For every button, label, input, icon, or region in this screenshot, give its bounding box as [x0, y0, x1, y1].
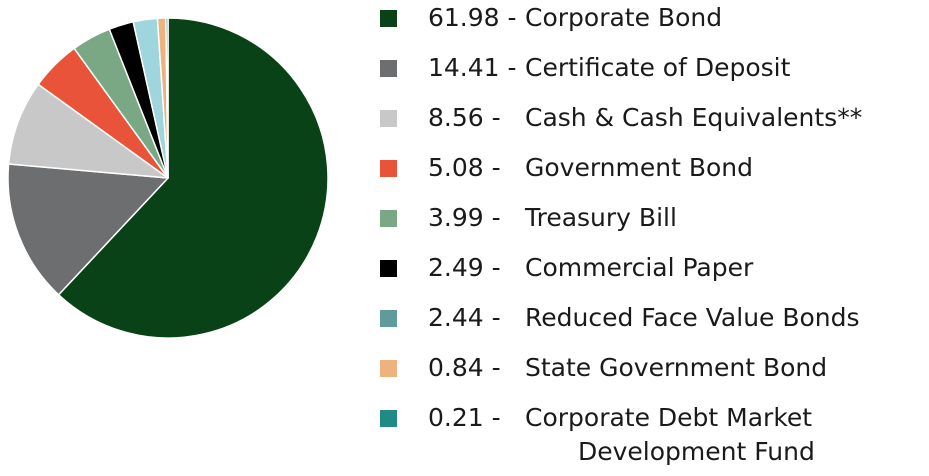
legend-value: 2.44 - — [428, 303, 501, 332]
legend-value: 2.49 - — [428, 253, 501, 282]
legend-label: Certificate of Deposit — [525, 53, 791, 82]
legend-label: Commercial Paper — [525, 253, 754, 282]
legend-label: Corporate Debt Market — [525, 403, 813, 432]
legend-value: 5.08 - — [428, 153, 501, 182]
legend-value: 0.21 - — [428, 403, 501, 432]
legend-value: 14.41 - — [428, 53, 517, 82]
legend-swatch — [380, 160, 397, 177]
legend-label: Treasury Bill — [525, 203, 677, 232]
legend-value: 61.98 - — [428, 3, 517, 32]
legend-value: 3.99 - — [428, 203, 501, 232]
legend-label: Corporate Bond — [525, 3, 723, 32]
legend-swatch — [380, 210, 397, 227]
pie-chart — [7, 17, 329, 339]
legend-swatch — [380, 410, 397, 427]
legend: 61.98 - Corporate Bond 14.41 - Certificate … — [380, 0, 929, 476]
legend-swatch — [380, 360, 397, 377]
legend-swatch — [380, 260, 397, 277]
legend-swatch — [380, 110, 397, 127]
legend-label: Cash & Cash Equivalents** — [525, 103, 863, 132]
legend-label: Reduced Face Value Bonds — [525, 303, 860, 332]
pie-slice — [7, 83, 169, 179]
pie-slice — [165, 17, 169, 179]
legend-value: 0.84 - — [428, 353, 501, 382]
pie-slice — [57, 17, 329, 339]
pie-slice — [7, 163, 169, 296]
legend-swatch — [380, 10, 397, 27]
legend-value: 8.56 - — [428, 103, 501, 132]
legend-swatch — [380, 60, 397, 77]
legend-label: State Government Bond — [525, 353, 828, 382]
legend-label: Government Bond — [525, 153, 754, 182]
legend-label-line2: Development Fund — [578, 437, 815, 466]
legend-swatch — [380, 310, 397, 327]
